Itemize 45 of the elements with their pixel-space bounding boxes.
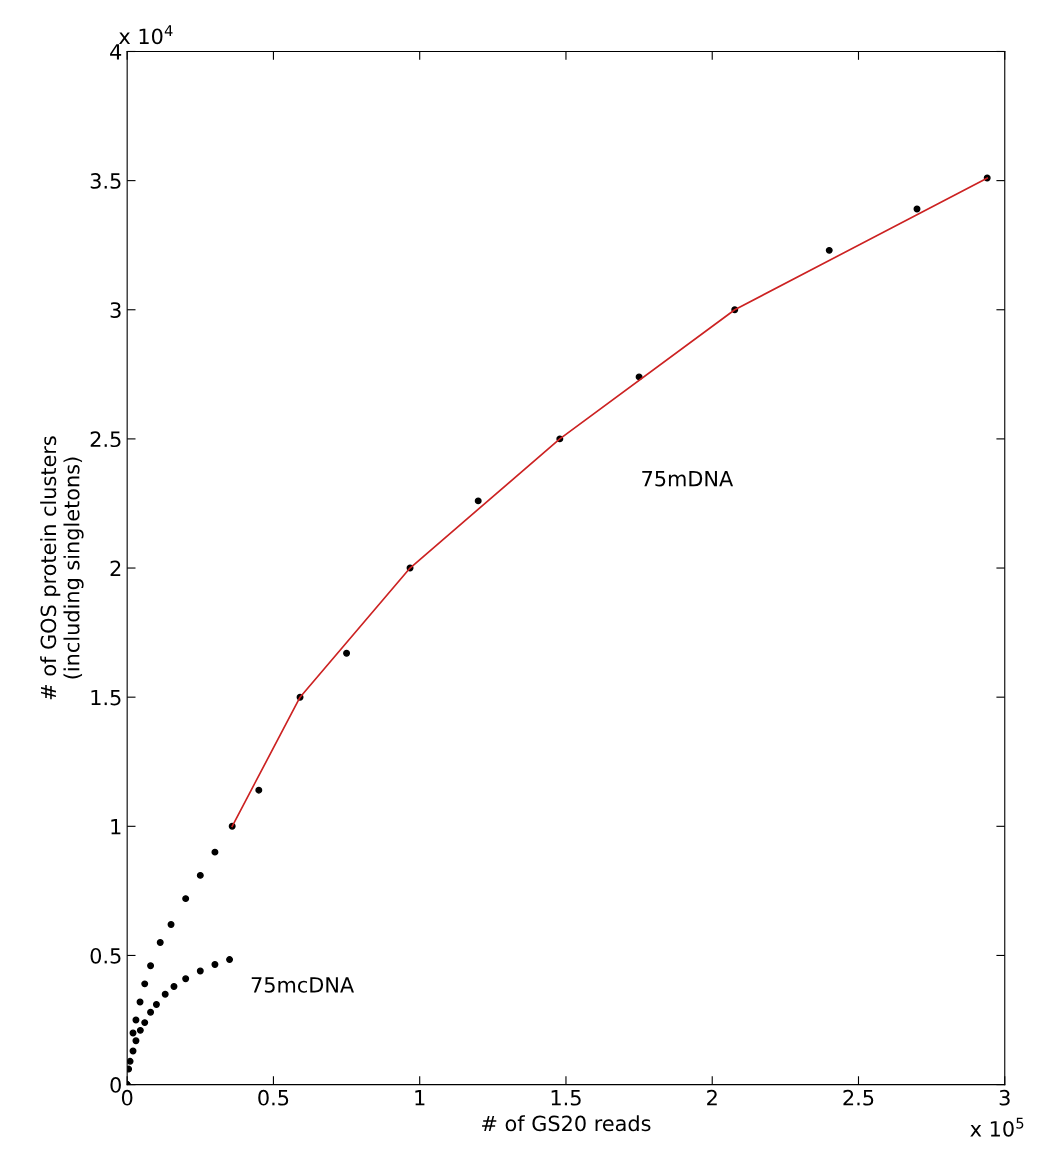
y-tick-label: 1.5 — [91, 689, 121, 706]
point — [141, 980, 149, 988]
y-tick-label: 0 — [110, 1077, 121, 1093]
x-tick-label: 2 — [707, 1089, 717, 1106]
point — [255, 786, 263, 794]
point — [211, 961, 219, 968]
point — [147, 1008, 155, 1016]
x-tick-label: 1 — [415, 1090, 425, 1106]
x-tick-label: 0.5 — [258, 1089, 289, 1106]
y-axis-title: # of GOS protein clusters (including singletons) — [40, 436, 84, 700]
point — [147, 962, 155, 970]
point — [136, 1026, 144, 1034]
point — [127, 1057, 134, 1065]
y-tick-label: 4 — [110, 44, 122, 60]
point — [196, 871, 204, 879]
x-tick-label: 2.5 — [843, 1089, 874, 1106]
text: x 10$^{5}$ — [970, 1117, 1024, 1137]
x-axis-title: # of GS20 reads — [482, 1115, 651, 1132]
point — [226, 956, 234, 964]
y-tick-label: 3.5 — [90, 173, 121, 189]
point — [211, 848, 219, 856]
point — [170, 982, 178, 990]
point — [182, 975, 190, 983]
point — [152, 1001, 160, 1008]
point — [132, 1037, 140, 1045]
annotation: 75mcDNA — [251, 977, 354, 993]
y-tick-label: 3 — [110, 302, 121, 318]
text: x 10$^{4}$ — [118, 25, 173, 45]
y-tick-label: 1 — [111, 819, 121, 835]
point — [343, 649, 351, 657]
point — [474, 497, 482, 505]
point — [182, 895, 190, 903]
x-tick-label: 1.5 — [551, 1090, 581, 1106]
y-tick-label: 2 — [110, 560, 121, 576]
annotation: 75mDNA — [642, 471, 734, 487]
point — [167, 920, 175, 928]
point — [141, 1019, 149, 1027]
x-tick-label: 0 — [121, 1089, 133, 1106]
point — [161, 990, 169, 998]
point — [825, 246, 833, 254]
point — [156, 939, 164, 947]
y-tick-label: 2.5 — [90, 431, 121, 448]
y-tick-label: 0.5 — [90, 947, 121, 964]
point — [196, 967, 204, 975]
x-tick-label: 3 — [999, 1089, 1010, 1106]
